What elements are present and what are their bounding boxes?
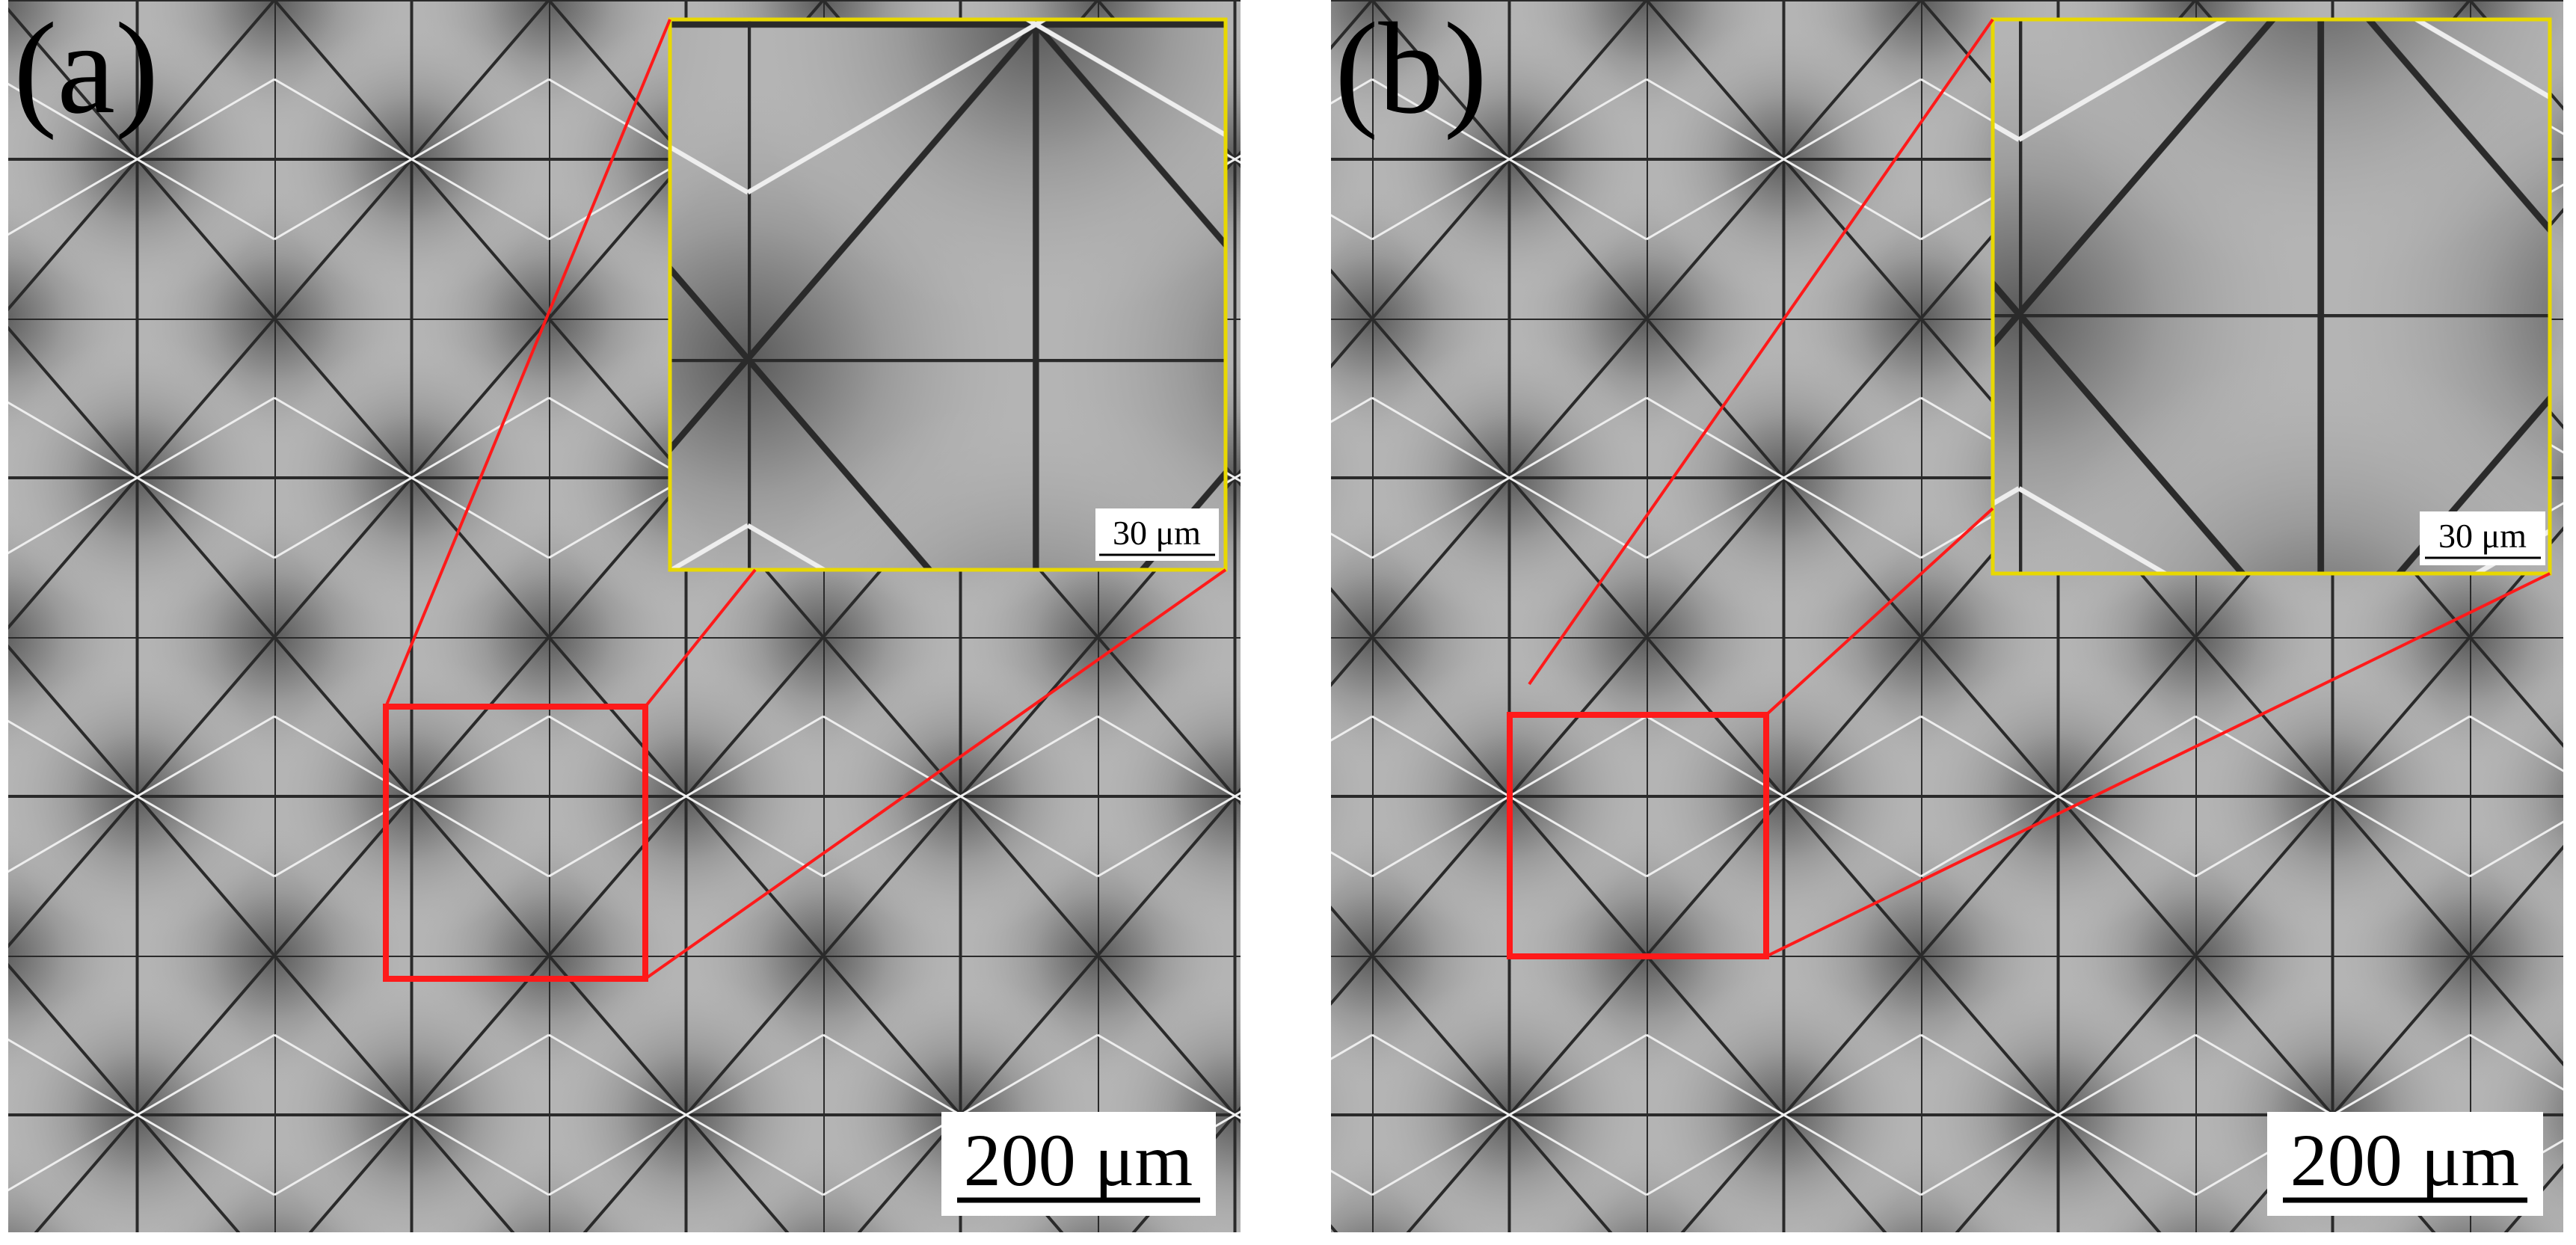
zoom-connectors	[1528, 18, 2551, 958]
inset-scale-label: 30 μm	[2438, 517, 2527, 555]
inset-scale-box	[1095, 508, 1219, 561]
zoom-box	[1507, 712, 1769, 959]
scale-bar-label: 200 μm	[2290, 1119, 2519, 1202]
scale-bar-label: 200 μm	[964, 1119, 1193, 1202]
inset-scale-label: 30 μm	[1113, 514, 1201, 552]
panel-label: (b)	[1335, 0, 1487, 141]
inset-scale-box	[2420, 511, 2545, 565]
zoom-box	[383, 704, 648, 982]
panel-label: (a)	[13, 0, 159, 141]
inset	[1991, 17, 2552, 576]
inset	[668, 17, 1228, 572]
zoom-connectors	[384, 19, 1227, 980]
